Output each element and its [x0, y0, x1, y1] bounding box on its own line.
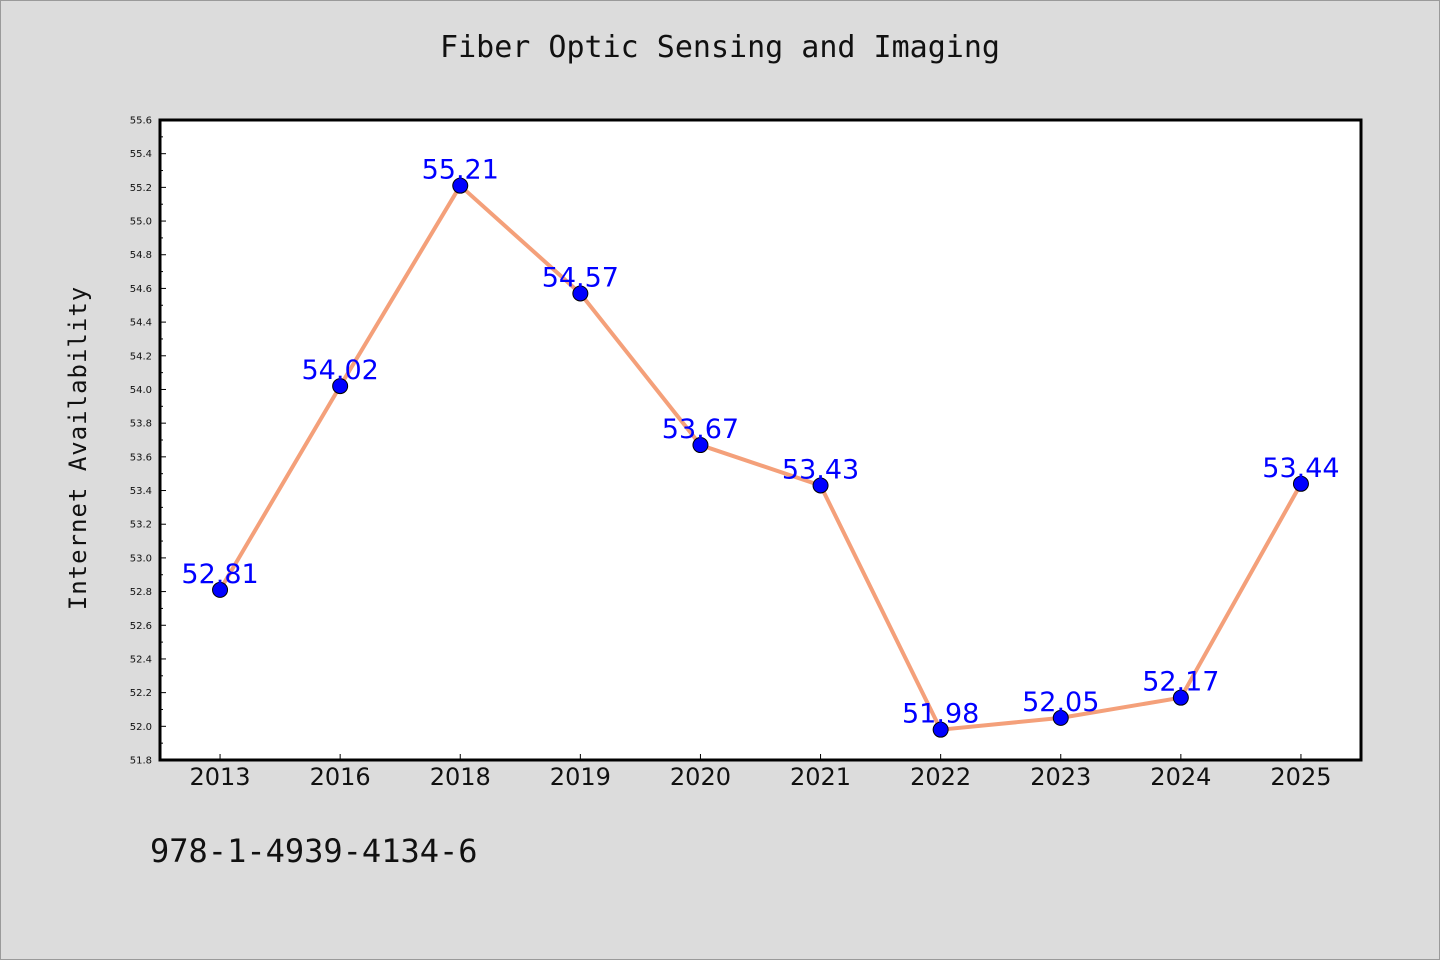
data-label: 52.17 — [1142, 667, 1219, 698]
isbn-code: 978-1-4939-4134-6 — [150, 832, 478, 870]
x-tick-label: 2023 — [1030, 763, 1091, 791]
data-point — [572, 285, 589, 302]
y-tick-label: 52.4 — [130, 654, 152, 665]
data-point — [932, 721, 949, 738]
y-tick-label: 52.6 — [130, 621, 152, 632]
y-tick-label: 54.2 — [130, 351, 152, 362]
data-label: 53.43 — [782, 454, 859, 485]
data-labels: 52.81 54.02 55.21 54.57 53.67 53.43 51.98 52.05… — [181, 155, 1339, 730]
x-tick-label: 2022 — [910, 763, 971, 791]
data-label: 53.44 — [1262, 453, 1339, 484]
data-label: 54.57 — [542, 262, 619, 293]
data-point — [812, 477, 829, 494]
data-point — [212, 581, 229, 598]
y-tick-label: 52.0 — [130, 722, 152, 733]
plot-area — [160, 120, 1361, 760]
y-tick-label: 53.0 — [130, 553, 152, 564]
data-label: 52.81 — [181, 559, 258, 590]
y-tick-label: 54.6 — [130, 284, 152, 295]
x-tick-label: 2020 — [670, 763, 731, 791]
data-point — [332, 378, 349, 395]
data-label: 52.05 — [1022, 687, 1099, 718]
data-label: 53.67 — [662, 414, 739, 445]
y-tick-label: 54.4 — [130, 318, 152, 329]
data-label: 54.02 — [302, 355, 379, 386]
x-tick-label: 2025 — [1270, 763, 1331, 791]
series-line-group — [218, 183, 1303, 732]
x-tick-label: 2021 — [790, 763, 851, 791]
y-tick-label: 53.8 — [130, 419, 152, 430]
chart-title: Fiber Optic Sensing and Imaging — [440, 30, 1000, 65]
y-tick-label: 53.2 — [130, 520, 152, 531]
data-point — [452, 177, 469, 194]
y-tick-label: 55.4 — [130, 149, 152, 160]
data-label: 51.98 — [902, 699, 979, 730]
y-tick-label: 54.8 — [130, 250, 152, 261]
x-tick-label: 2016 — [310, 763, 371, 791]
y-axis-label: Internet Availability — [64, 286, 92, 610]
data-point — [692, 437, 709, 454]
data-point — [1292, 475, 1309, 492]
y-axis-ticks: 51.8 52.0 52.2 52.4 52.6 52.8 53.0 53.2 53.4 53.6… — [130, 116, 166, 767]
y-tick-label: 55.0 — [130, 217, 152, 228]
y-tick-label: 52.8 — [130, 587, 152, 598]
data-point — [1052, 709, 1069, 726]
y-tick-label: 51.8 — [130, 756, 152, 767]
y-tick-label: 52.2 — [130, 688, 152, 699]
data-label: 55.21 — [422, 155, 499, 186]
y-tick-label: 53.4 — [130, 486, 152, 497]
x-tick-label: 2018 — [430, 763, 491, 791]
y-tick-label: 54.0 — [130, 385, 152, 396]
x-tick-label: 2024 — [1150, 763, 1211, 791]
plot-border — [158, 118, 1363, 762]
data-point — [1172, 689, 1189, 706]
x-tick-label: 2013 — [190, 763, 251, 791]
y-tick-label: 55.6 — [130, 116, 152, 127]
x-tick-label: 2019 — [550, 763, 611, 791]
series-markers — [212, 177, 1309, 738]
y-tick-label: 53.6 — [130, 452, 152, 463]
y-tick-label: 55.2 — [130, 183, 152, 194]
x-axis-ticks: 2013 2016 2018 2019 2020 2021 2022 2023 2024 2025 — [190, 754, 1331, 791]
series-line — [218, 183, 1303, 732]
